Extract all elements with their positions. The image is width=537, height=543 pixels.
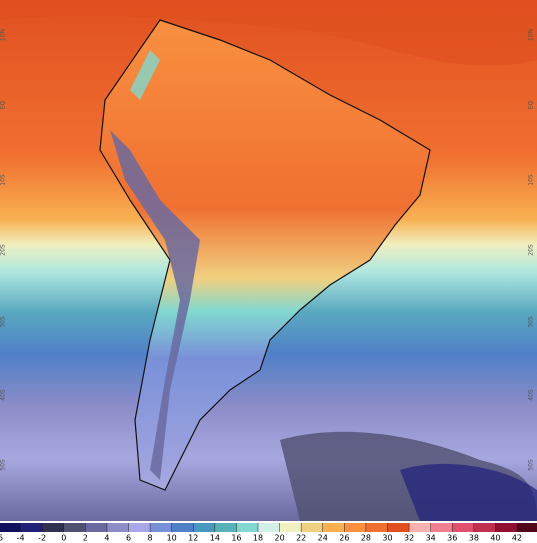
colorbar-swatch <box>128 523 151 532</box>
colorbar-label: 42 <box>512 534 522 543</box>
colorbar-label: 16 <box>231 534 241 543</box>
colorbar-label: 20 <box>274 534 284 543</box>
lat-label: 10S <box>528 174 535 186</box>
colorbar-swatch <box>63 523 86 532</box>
colorbar-label: 22 <box>296 534 306 543</box>
colorbar-swatch <box>214 523 237 532</box>
colorbar-swatch <box>42 523 65 532</box>
lat-label: 10N <box>528 29 535 41</box>
colorbar-label: 8 <box>148 534 153 543</box>
colorbar-label: -4 <box>17 534 25 543</box>
colorbar-label: -6 <box>0 534 3 543</box>
colorbar-label: 14 <box>210 534 220 543</box>
colorbar-swatch <box>322 523 345 532</box>
lat-label: 10N <box>0 29 7 41</box>
colorbar-label: 10 <box>167 534 177 543</box>
lat-label: 40S <box>528 389 535 401</box>
colorbar-swatch <box>258 523 281 532</box>
andes <box>110 130 200 480</box>
lat-label: 40S <box>0 389 7 401</box>
lat-label: 30S <box>0 316 7 328</box>
colorbar-swatch <box>150 523 173 532</box>
colorbar-label: 26 <box>339 534 349 543</box>
colorbar-swatch <box>344 523 367 532</box>
colorbar-label: 28 <box>361 534 371 543</box>
colorbar-label: 24 <box>318 534 328 543</box>
lat-label: 50S <box>528 459 535 471</box>
colorbar-swatch <box>365 523 388 532</box>
colorbar-label: 18 <box>253 534 263 543</box>
colorbar-swatch <box>193 523 216 532</box>
colorbar-swatch <box>0 523 22 532</box>
lat-label: 20S <box>0 244 7 256</box>
colorbar-label: 32 <box>404 534 414 543</box>
cold-core <box>400 463 537 521</box>
lat-label: EQ <box>528 100 535 109</box>
colorbar-label: 38 <box>469 534 479 543</box>
colorbar-swatch <box>236 523 259 532</box>
lat-label: 20S <box>528 244 535 256</box>
colorbar-label: 40 <box>490 534 500 543</box>
warm-band <box>0 0 537 66</box>
colorbar-label: 6 <box>126 534 131 543</box>
continent <box>99 19 431 491</box>
colorbar-swatch <box>387 523 410 532</box>
colorbar-label: 36 <box>447 534 457 543</box>
lat-label: EQ <box>0 100 7 109</box>
colorbar-label: 0 <box>61 534 66 543</box>
colorbar-swatch <box>452 523 475 532</box>
colorbar-swatch <box>430 523 453 532</box>
colorbar-swatch <box>495 523 518 532</box>
colorbar-label: 12 <box>188 534 198 543</box>
lat-label: 10S <box>0 174 7 186</box>
colorbar-label: 2 <box>83 534 88 543</box>
colorbar-swatch <box>473 523 496 532</box>
colorbar-swatch <box>279 523 302 532</box>
colorbar-label: -2 <box>38 534 46 543</box>
colorbar-swatch <box>85 523 108 532</box>
colorbar-label: 4 <box>104 534 109 543</box>
colorbar-label: 34 <box>426 534 436 543</box>
colorbar-label: 30 <box>382 534 392 543</box>
colorbar-swatch <box>517 523 537 532</box>
andes-north <box>130 50 160 100</box>
lat-label: 50S <box>0 459 7 471</box>
lat-label: 30S <box>528 316 535 328</box>
colorbar-swatch <box>409 523 432 532</box>
colorbar-swatch <box>301 523 324 532</box>
colorbar-swatch <box>171 523 194 532</box>
colorbar-swatch <box>106 523 129 532</box>
colorbar-swatch <box>20 523 43 532</box>
